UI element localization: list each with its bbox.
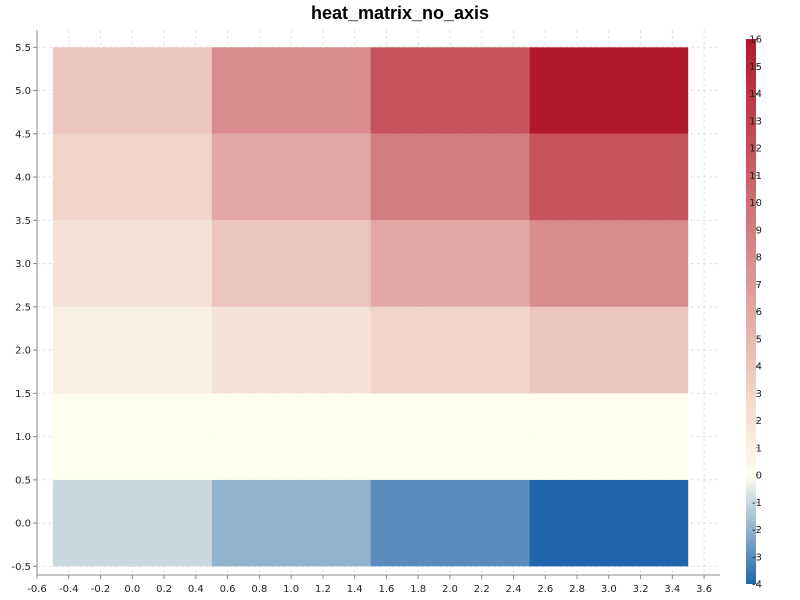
axes: -0.6 -0.4 -0.2 0.0 0.2 0.4 0.6 0.8 1.0 1.2 1.4 1.6 1… (11, 30, 720, 595)
colorbar-tick-label: -2 (752, 525, 762, 536)
y-tick-label: 4.0 (15, 173, 31, 184)
x-tick-label: 1.8 (410, 584, 426, 595)
x-tick-label: 1.2 (315, 584, 331, 595)
colorbar-tick-label: 6 (756, 307, 762, 318)
y-tick-label: 0.0 (15, 519, 31, 530)
x-tick-label: 1.0 (283, 584, 299, 595)
y-tick-label: -0.5 (11, 562, 31, 573)
heatmap-cell (529, 133, 689, 221)
y-tick-label: 5.5 (15, 43, 31, 54)
heatmap-cell (211, 393, 371, 480)
heatmap-cell (529, 393, 689, 480)
y-tick-label: 0.5 (15, 475, 31, 486)
heatmap-cell (52, 479, 212, 567)
heatmap-cell (370, 220, 530, 307)
colorbar-tick-label: 3 (756, 389, 762, 400)
colorbar-tick-label: 2 (756, 416, 762, 427)
heatmap-cell (52, 220, 212, 307)
y-tick-label: 2.0 (15, 346, 31, 357)
heatmap-cell (211, 479, 371, 567)
colorbar-tick-label: 15 (749, 62, 762, 73)
heatmap-cell (529, 220, 689, 307)
x-tick-label: 2.2 (474, 584, 490, 595)
colorbar-tick-label: 14 (749, 89, 762, 100)
colorbar-tick-label: 4 (756, 362, 762, 373)
colorbar-tick-label: 9 (756, 225, 762, 236)
x-tick-label: 1.6 (378, 584, 394, 595)
heatmap-cell (529, 47, 689, 134)
x-tick-label: 2.4 (506, 584, 522, 595)
heatmap-cell (529, 479, 689, 567)
colorbar-tick-label: 16 (749, 35, 762, 46)
x-tick-label: 3.4 (664, 584, 680, 595)
x-tick-label: 2.8 (569, 584, 585, 595)
y-tick-label: 3.5 (15, 216, 31, 227)
colorbar-tick-label: 5 (756, 334, 762, 345)
x-tick-label: 0.4 (188, 584, 204, 595)
heatmap-cell (211, 47, 371, 134)
heatmap-cell (370, 306, 530, 394)
colorbar-tick-label: -4 (752, 580, 762, 591)
x-tick-label: 0.0 (124, 584, 140, 595)
heatmap-cell (211, 220, 371, 307)
y-tick-label: 2.5 (15, 302, 31, 313)
chart-title: heat_matrix_no_axis (311, 3, 489, 23)
colorbar-tick-label: 11 (749, 171, 762, 182)
heatmap-cell (211, 133, 371, 221)
x-tick-label: 3.6 (696, 584, 712, 595)
x-tick-label: -0.4 (59, 584, 79, 595)
colorbar-tick-label: -3 (752, 552, 762, 563)
heatmap-cells (52, 47, 689, 567)
colorbar-tick-label: 12 (749, 144, 762, 155)
colorbar-tick-label: 13 (749, 116, 762, 127)
colorbar-tick-label: 1 (756, 443, 762, 454)
colorbar-tick-label: 10 (749, 198, 762, 209)
x-tick-label: 0.8 (251, 584, 267, 595)
y-tick-label: 3.0 (15, 259, 31, 270)
y-tick-label: 5.0 (15, 86, 31, 97)
heatmap-cell (370, 47, 530, 134)
heatmap-cell (370, 393, 530, 480)
colorbar-tick-label: 7 (756, 280, 762, 291)
x-tick-label: 2.0 (442, 584, 458, 595)
y-tick-label: 4.5 (15, 129, 31, 140)
y-tick-label: 1.0 (15, 432, 31, 443)
heatmap-cell (370, 133, 530, 221)
heatmap-cell (52, 393, 212, 480)
x-tick-label: -0.2 (91, 584, 111, 595)
colorbar-tick-label: 0 (756, 471, 762, 482)
heatmap-cell (52, 47, 212, 134)
y-tick-label: 1.5 (15, 389, 31, 400)
heatmap-cell (529, 306, 689, 394)
x-tick-label: 3.2 (633, 584, 649, 595)
heatmap-cell (211, 306, 371, 394)
colorbar-tick-label: -1 (752, 498, 762, 509)
x-tick-label: 1.4 (347, 584, 363, 595)
colorbar-gradient (746, 39, 756, 584)
x-tick-label: 0.2 (156, 584, 172, 595)
heatmap-cell (370, 479, 530, 567)
heatmap-cell (52, 133, 212, 221)
x-tick-label: 3.0 (601, 584, 617, 595)
x-tick-label: -0.6 (27, 584, 47, 595)
heatmap-cell (52, 306, 212, 394)
x-tick-label: 2.6 (537, 584, 553, 595)
colorbar-tick-label: 8 (756, 253, 762, 264)
x-tick-label: 0.6 (220, 584, 236, 595)
